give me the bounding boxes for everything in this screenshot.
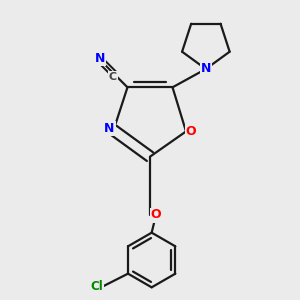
Text: Cl: Cl [91, 280, 103, 293]
Text: N: N [95, 52, 105, 65]
Text: N: N [104, 122, 115, 135]
Text: O: O [186, 125, 196, 138]
Text: C: C [109, 72, 117, 82]
Text: N: N [201, 62, 211, 76]
Text: O: O [151, 208, 161, 221]
